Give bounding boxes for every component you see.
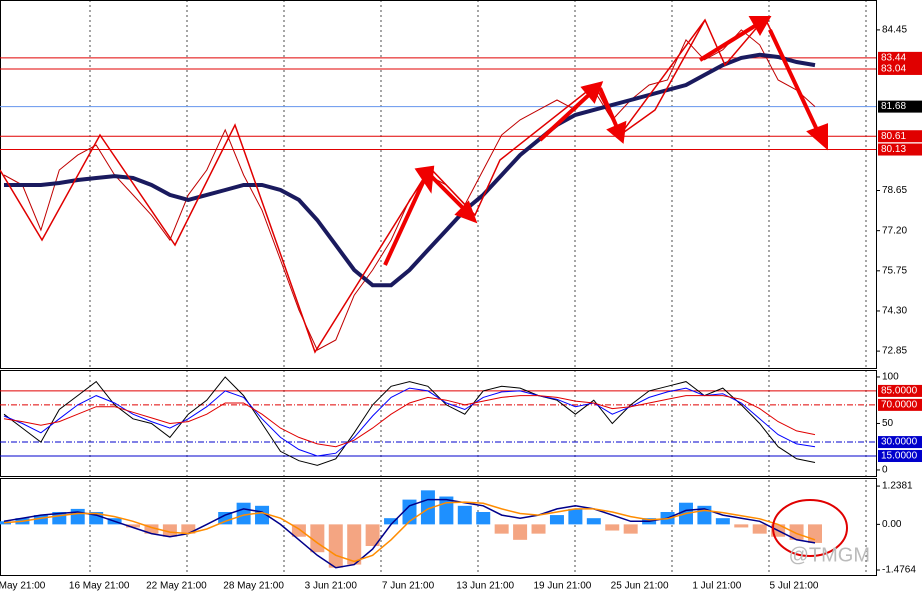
level-box [878, 51, 922, 64]
level-label: 30.0000 [881, 437, 918, 448]
histogram-bar [531, 524, 546, 534]
series-line [3, 395, 816, 448]
y-tick-label: 78.65 [882, 185, 907, 196]
arrow-head [606, 120, 627, 144]
histogram-bar [255, 505, 270, 525]
series-line [3, 387, 816, 457]
y-tick-label: 77.20 [882, 225, 907, 236]
histogram-bar [808, 524, 822, 543]
histogram-bar [549, 515, 564, 525]
level-box [878, 384, 922, 397]
x-tick-label: 13 Jun 21:00 [456, 581, 514, 592]
x-tick-label: 7 Jun 21:00 [382, 581, 435, 592]
arrow-head [580, 81, 604, 104]
series-line [3, 501, 816, 563]
y-tick-label: 100 [882, 372, 899, 383]
series-line [3, 498, 816, 569]
histogram-bar [126, 524, 141, 528]
arrow [768, 29, 820, 133]
x-tick-label: 16 May 21:00 [69, 581, 130, 592]
y-tick-label: 74.30 [882, 306, 907, 317]
level-label: 80.13 [881, 144, 906, 155]
x-tick-label: 22 May 21:00 [146, 581, 207, 592]
arrow [538, 90, 594, 142]
histogram-bar [70, 508, 85, 525]
series-line [3, 376, 816, 466]
y-tick-label: 72.85 [882, 346, 907, 357]
histogram-bar [181, 524, 196, 534]
histogram-bar [789, 524, 804, 540]
histogram-bar [310, 524, 325, 553]
histogram-bar [162, 524, 177, 537]
x-tick-label: 3 Jun 21:00 [305, 581, 358, 592]
panel-border [0, 0, 877, 369]
level-label: 83.04 [881, 64, 906, 75]
x-tick-label: 28 May 21:00 [223, 581, 284, 592]
y-tick-label: 0 [882, 465, 888, 476]
histogram-bar [328, 524, 343, 568]
histogram-bar [420, 490, 435, 525]
arrow [598, 87, 620, 131]
arrow [383, 177, 427, 266]
level-label: 81.68 [881, 101, 906, 112]
y-tick-label: 50 [882, 418, 894, 429]
level-box [878, 100, 922, 113]
level-box [878, 62, 922, 75]
arrow [698, 22, 760, 62]
histogram-bar [365, 524, 380, 547]
level-label: 83.44 [881, 53, 906, 64]
level-label: 70.0000 [881, 400, 918, 411]
y-tick-label: 84.45 [882, 25, 907, 36]
level-box [878, 436, 922, 449]
histogram-bar [218, 511, 233, 525]
level-box [878, 143, 922, 156]
x-tick-label: 5 Jul 21:00 [770, 581, 819, 592]
level-box [878, 130, 922, 143]
x-tick-label: May 21:00 [0, 581, 46, 592]
histogram-bar [715, 518, 730, 525]
x-tick-label: 25 Jun 21:00 [611, 581, 669, 592]
arrows [383, 16, 828, 266]
histogram-bar [752, 524, 767, 534]
series-line [4, 52, 816, 288]
x-tick-label: 1 Jul 21:00 [692, 581, 741, 592]
histogram-bar [568, 508, 583, 525]
histogram-bar [457, 505, 472, 525]
y-tick-label: 0.00 [882, 519, 902, 530]
arrow [428, 173, 467, 212]
level-label: 15.0000 [881, 451, 918, 462]
watermark: @TMGM [789, 544, 870, 566]
y-tick-label: 75.75 [882, 265, 907, 276]
histogram-bar [605, 524, 620, 531]
level-box [878, 398, 922, 411]
zigzag [619, 19, 706, 136]
histogram-bar [513, 524, 528, 540]
level-label: 85.0000 [881, 386, 918, 397]
y-tick-label: -1.4764 [882, 565, 916, 576]
histogram-bar [623, 524, 638, 534]
histogram-bar [33, 515, 48, 525]
level-box [878, 450, 922, 463]
arrow-head [806, 123, 828, 151]
arrow-head [748, 16, 772, 37]
highlight-circle [772, 499, 848, 557]
y-tick-label: 1.2381 [882, 481, 913, 492]
histogram-bar [494, 524, 509, 534]
histogram-bar [384, 518, 399, 525]
histogram-bar [347, 524, 362, 565]
histogram-bar [734, 524, 749, 528]
histogram-bar [586, 518, 601, 525]
level-label: 80.61 [881, 131, 906, 142]
histogram-bar [236, 502, 251, 525]
panel-border [0, 478, 877, 576]
x-tick-label: 19 Jun 21:00 [533, 581, 591, 592]
histogram-bar [144, 524, 159, 534]
histogram-bar [476, 511, 491, 525]
arrow-head [454, 200, 478, 224]
